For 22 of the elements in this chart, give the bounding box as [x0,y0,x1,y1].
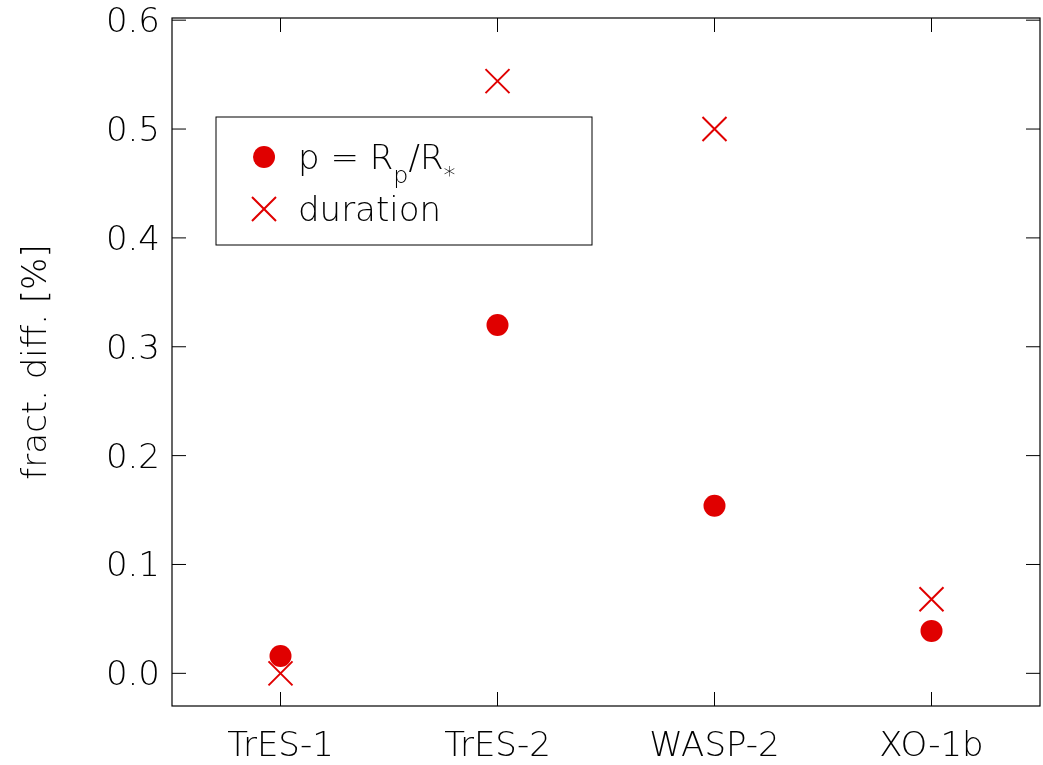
x-tick-label: TrES-2 [444,724,551,764]
y-axis-title: fract. diff. [%] [14,244,54,480]
y-tick-label: 0.2 [105,435,160,476]
x-tick-label: TrES-1 [227,724,334,764]
y-tick-label: 0.3 [105,326,160,367]
x-tick-label: WASP-2 [649,724,780,764]
point [486,313,509,336]
point [269,644,292,667]
y-tick-label: 0.0 [105,653,160,694]
legend-label: p = R$_{p}$/R$_{*}$ [298,136,456,189]
y-tick-label: 0.5 [105,108,160,149]
point [703,494,726,517]
point [701,116,728,143]
y-tick-label: 0.6 [105,0,160,41]
y-tick-label: 0.1 [105,544,160,585]
point [484,68,511,95]
point [920,619,943,642]
legend-label: duration [298,188,442,229]
point [918,586,945,613]
y-tick-label: 0.4 [105,217,160,258]
point [267,660,294,687]
x-tick-label: XO-1b [879,724,984,764]
